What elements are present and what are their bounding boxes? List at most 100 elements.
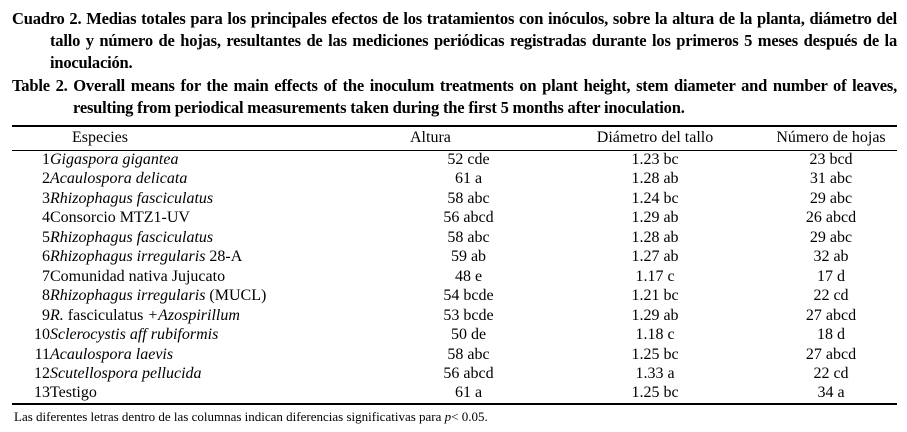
species-name: Comunidad nativa Jujucato: [50, 267, 392, 287]
table-row: 9 R. fasciculatus +Azospirillum 53 bcde …: [12, 306, 897, 326]
species-segment-roman: Consorcio MTZ1-UV: [50, 209, 190, 227]
cell-altura: 58 abc: [447, 228, 490, 246]
cell-altura: 54 bcde: [443, 287, 494, 305]
header-diametro: Diámetro del tallo: [596, 129, 714, 147]
species-segment-roman: 28-A: [205, 248, 243, 266]
species-name: Gigaspora gigantea: [50, 150, 392, 170]
cell-diametro: 1.33 a: [635, 365, 675, 383]
cell-diametro: 1.24 bc: [631, 189, 679, 207]
cell-altura: 48 e: [454, 267, 483, 285]
cell-diametro: 1.17 c: [635, 267, 675, 285]
cell-diametro: 1.25 bc: [631, 384, 679, 402]
cell-altura: 53 bcde: [443, 306, 494, 324]
cell-hojas: 27 abcd: [805, 306, 857, 324]
cell-hojas: 22 cd: [813, 287, 849, 305]
row-number: 3: [42, 189, 50, 207]
table-row: 7 Comunidad nativa Jujucato 48 e 1.17 c …: [12, 267, 897, 287]
table-body: 1 Gigaspora gigantea 52 cde 1.23 bc 23 b…: [12, 150, 897, 404]
cell-diametro: 1.23 bc: [631, 151, 679, 168]
species-name: Rhizophagus fasciculatus: [50, 228, 392, 248]
cell-diametro: 1.18 c: [635, 326, 675, 344]
table-row: 2 Acaulospora delicata 61 a 1.28 ab 31 a…: [12, 170, 897, 190]
species-name: Rhizophagus fasciculatus: [50, 189, 392, 209]
cell-altura: 61 a: [454, 384, 483, 402]
species-name: Acaulospora laevis: [50, 345, 392, 365]
table-row: 1 Gigaspora gigantea 52 cde 1.23 bc 23 b…: [12, 150, 897, 170]
cell-hojas: 26 abcd: [805, 209, 857, 227]
footnote-text-post: < 0.05.: [451, 408, 488, 424]
species-name: Sclerocystis aff rubiformis: [50, 326, 392, 346]
cell-diametro: 1.25 bc: [631, 345, 679, 363]
cell-altura: 50 de: [450, 326, 487, 344]
species-name: R. fasciculatus +Azospirillum: [50, 306, 392, 326]
cell-hojas: 17 d: [817, 267, 845, 285]
header-altura: Altura: [410, 129, 451, 147]
species-segment-italic: Rhizophagus irregularis: [50, 287, 206, 305]
cell-hojas: 29 abc: [809, 189, 853, 207]
cell-hojas: 29 abc: [809, 228, 853, 246]
species-name: Testigo: [50, 384, 392, 404]
row-number: 8: [42, 287, 50, 305]
cell-altura: 52 cde: [447, 151, 490, 168]
species-name: Rhizophagus irregularis 28-A: [50, 248, 392, 268]
cell-altura: 58 abc: [447, 345, 490, 363]
species-segment-roman: Testigo: [50, 384, 97, 402]
header-number-spacer: [12, 126, 50, 150]
cell-diametro: 1.27 ab: [631, 248, 679, 266]
table-row: 8 Rhizophagus irregularis (MUCL) 54 bcde…: [12, 287, 897, 307]
caption-spanish: Cuadro 2. Medias totales para los princi…: [12, 9, 897, 72]
table-row: 12 Scutellospora pellucida 56 abcd 1.33 …: [12, 365, 897, 385]
species-segment-italic: Sclerocystis aff rubiformis: [50, 326, 219, 344]
species-name: Scutellospora pellucida: [50, 365, 392, 385]
cell-altura: 61 a: [454, 170, 483, 188]
species-name: Consorcio MTZ1-UV: [50, 209, 392, 229]
species-segment-italic: Acaulospora laevis: [50, 345, 174, 363]
row-number: 9: [42, 306, 50, 324]
footnote-text-pre: Las diferentes letras dentro de las colu…: [14, 408, 445, 424]
table-row: 3 Rhizophagus fasciculatus 58 abc 1.24 b…: [12, 189, 897, 209]
results-table: Especies Altura Diámetro del tallo Númer…: [12, 125, 897, 405]
species-segment-italic: Acaulospora delicata: [50, 170, 188, 188]
row-number: 2: [42, 170, 50, 188]
cell-hojas: 31 abc: [809, 170, 853, 188]
cell-hojas: 27 abcd: [805, 345, 857, 363]
row-number: 5: [42, 228, 50, 246]
species-segment-italic: R.: [50, 306, 64, 324]
table-row: 5 Rhizophagus fasciculatus 58 abc 1.28 a…: [12, 228, 897, 248]
cell-diametro: 1.28 ab: [631, 228, 679, 246]
species-segment-italic: Gigaspora gigantea: [50, 151, 179, 168]
row-number: 6: [42, 248, 50, 266]
cell-diametro: 1.29 ab: [631, 306, 679, 324]
caption-english: Table 2. Overall means for the main effe…: [12, 76, 897, 117]
row-number: 7: [42, 267, 50, 285]
table-header: Especies Altura Diámetro del tallo Númer…: [12, 126, 897, 150]
cell-diametro: 1.28 ab: [631, 170, 679, 188]
species-segment-italic: Rhizophagus fasciculatus: [50, 228, 214, 246]
table-row: 13 Testigo 61 a 1.25 bc 34 a: [12, 384, 897, 404]
species-segment-roman: (MUCL): [205, 287, 267, 305]
cell-hojas: 18 d: [817, 326, 845, 344]
cell-altura: 56 abcd: [443, 365, 494, 383]
cell-altura: 58 abc: [447, 189, 490, 207]
species-segment-italic: Rhizophagus irregularis: [50, 248, 206, 266]
cell-altura: 56 abcd: [443, 209, 494, 227]
footnote-p-symbol: p: [444, 408, 452, 424]
cell-hojas: 32 ab: [813, 248, 849, 266]
cell-hojas: 22 cd: [813, 365, 849, 383]
row-number: 13: [34, 384, 50, 402]
row-number: 11: [34, 345, 50, 363]
cell-diametro: 1.21 bc: [631, 287, 679, 305]
table-row: 10 Sclerocystis aff rubiformis 50 de 1.1…: [12, 326, 897, 346]
row-number: 10: [34, 326, 50, 344]
species-name: Acaulospora delicata: [50, 170, 392, 190]
table-row: 6 Rhizophagus irregularis 28-A 59 ab 1.2…: [12, 248, 897, 268]
cell-altura: 59 ab: [450, 248, 487, 266]
row-number: 1: [42, 151, 50, 168]
cell-diametro: 1.29 ab: [631, 209, 679, 227]
species-segment-roman: Comunidad nativa Jujucato: [50, 267, 226, 285]
row-number: 12: [34, 365, 50, 383]
table-row: 4 Consorcio MTZ1-UV 56 abcd 1.29 ab 26 a…: [12, 209, 897, 229]
header-especies: Especies: [72, 129, 128, 147]
species-segment-italic: Scutellospora pellucida: [50, 365, 202, 383]
